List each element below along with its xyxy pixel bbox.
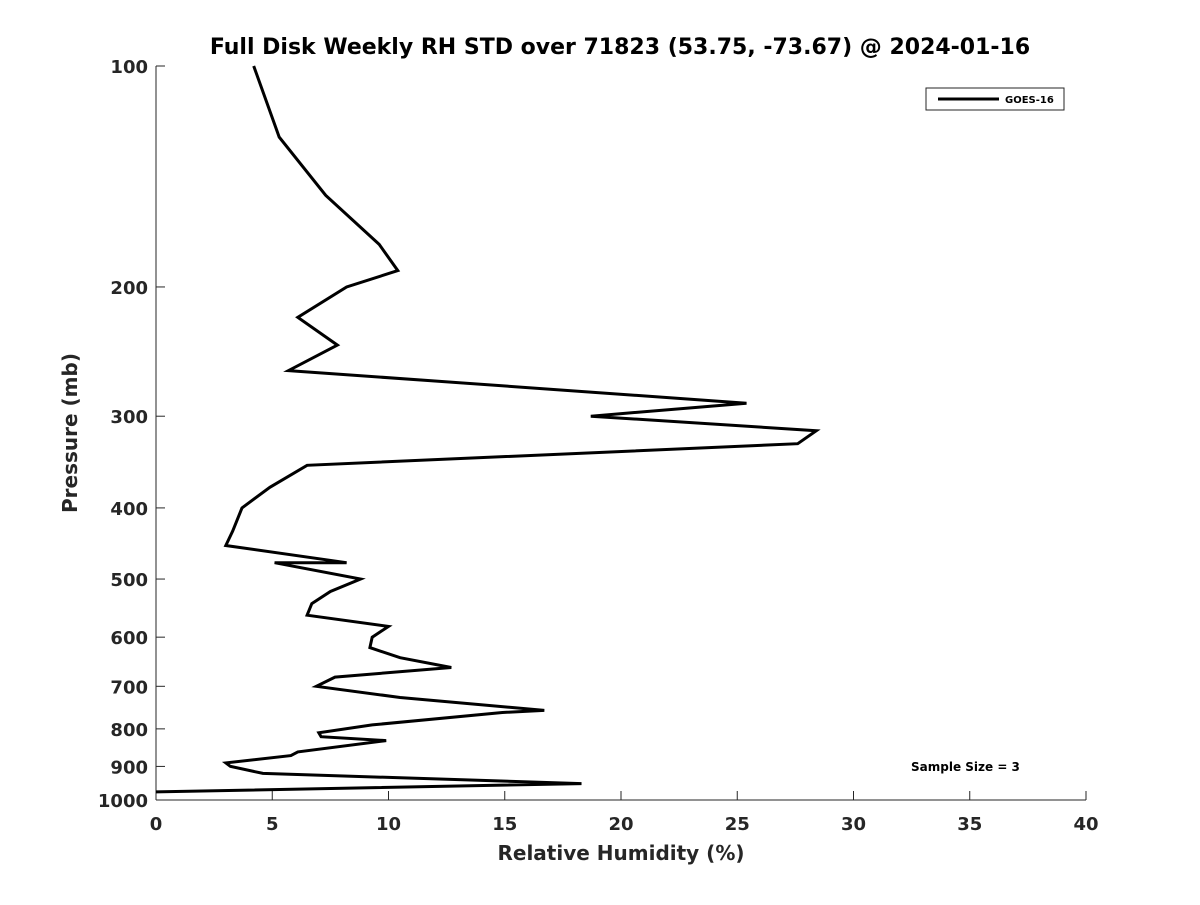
y-tick-label: 100 xyxy=(110,57,148,78)
y-tick-label: 500 xyxy=(110,570,148,591)
y-axis-label: Pressure (mb) xyxy=(58,353,82,513)
y-tick-label: 200 xyxy=(110,278,148,299)
x-axis-label: Relative Humidity (%) xyxy=(497,841,744,865)
x-tick-label: 15 xyxy=(492,814,517,835)
x-tick-label: 35 xyxy=(957,814,982,835)
x-tick-label: 0 xyxy=(150,814,163,835)
legend: GOES-16 xyxy=(925,87,1065,111)
chart-title: Full Disk Weekly RH STD over 71823 (53.7… xyxy=(210,35,1030,60)
sample-size-annotation: Sample Size = 3 xyxy=(911,760,1020,774)
series-line-goes-16 xyxy=(155,65,821,794)
series-layer xyxy=(155,65,821,794)
y-tick-label: 800 xyxy=(110,720,148,741)
legend-entry-label: GOES-16 xyxy=(1005,95,1054,106)
y-tick-label: 600 xyxy=(110,628,148,649)
x-tick-label: 10 xyxy=(376,814,401,835)
y-tick-label: 400 xyxy=(110,499,148,520)
x-tick-label: 20 xyxy=(608,814,633,835)
y-axis-ticks: 100 200 300 400 500 600 700 800 900 1000 xyxy=(98,57,165,812)
x-tick-label: 5 xyxy=(266,814,279,835)
y-tick-label: 1000 xyxy=(98,791,148,812)
x-tick-label: 25 xyxy=(725,814,750,835)
y-tick-label: 900 xyxy=(110,757,148,778)
y-tick-label: 300 xyxy=(110,407,148,428)
y-tick-label: 700 xyxy=(110,677,148,698)
x-tick-label: 40 xyxy=(1073,814,1098,835)
x-tick-label: 30 xyxy=(841,814,866,835)
x-axis-ticks: 0 5 10 15 20 25 30 35 40 xyxy=(150,791,1099,835)
